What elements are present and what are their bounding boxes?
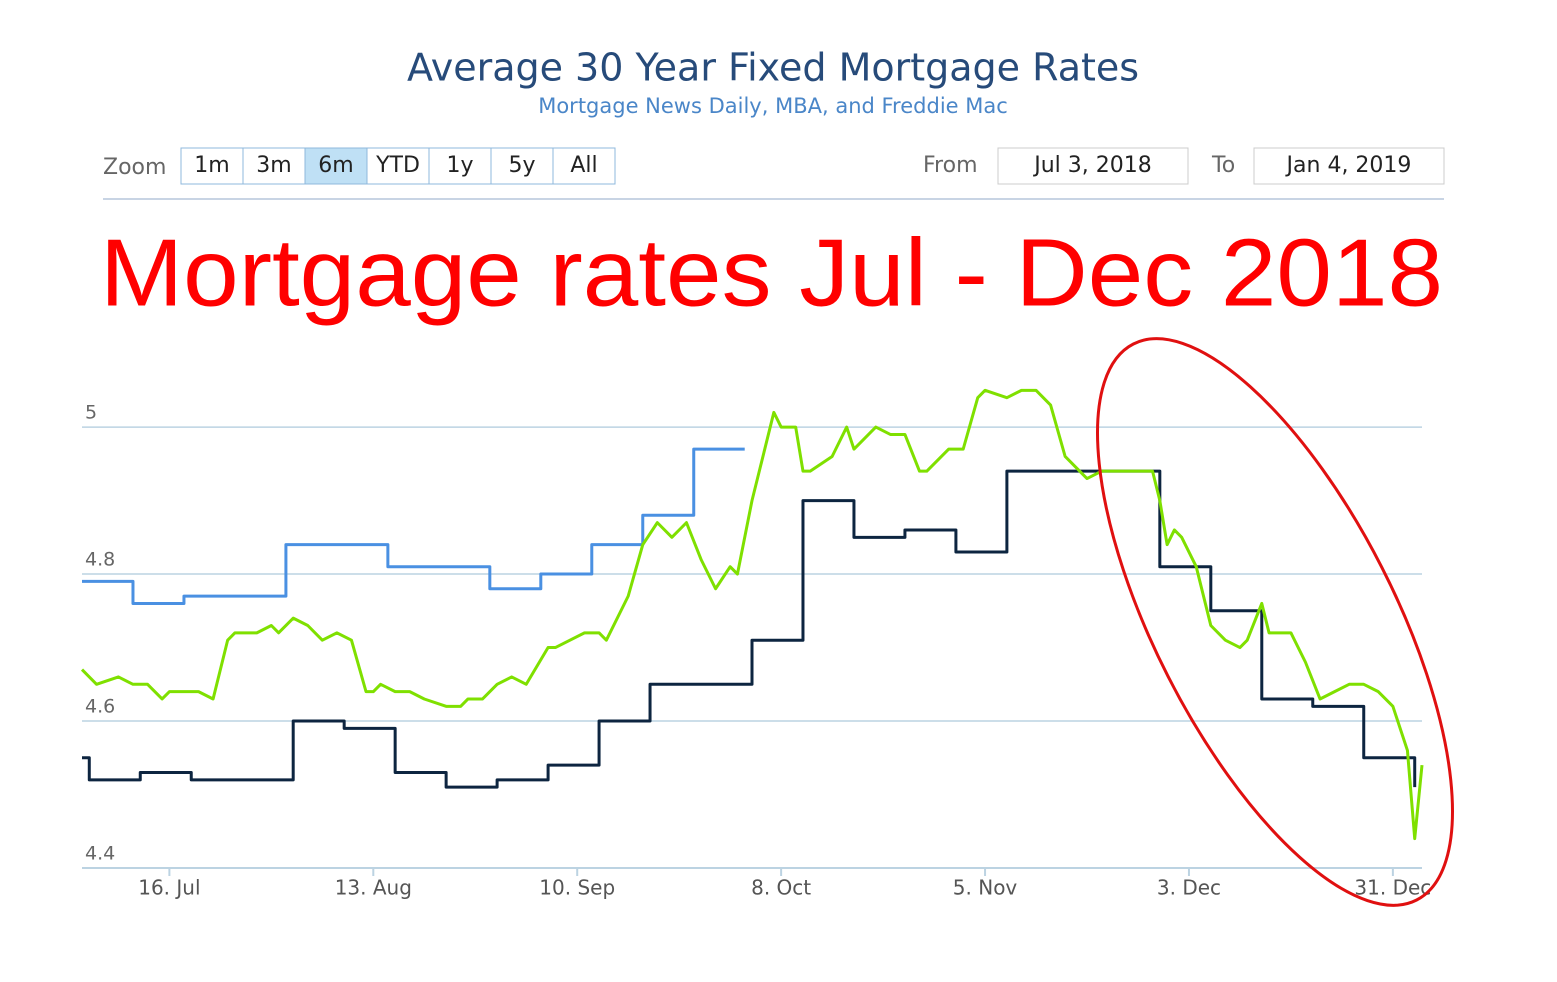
zoom-button[interactable]	[552, 147, 616, 185]
x-tick-label: 13. Aug	[335, 876, 412, 900]
zoom-button-label: YTD	[375, 153, 420, 178]
x-tick-label: 31. Dec	[1354, 876, 1431, 900]
y-tick-label: 5	[85, 402, 97, 424]
from-label: From	[923, 153, 978, 178]
x-tick-label: 3. Dec	[1157, 876, 1221, 900]
series-line	[82, 469, 1417, 789]
zoom-button-label: All	[570, 153, 597, 178]
series-line	[82, 447, 745, 605]
zoom-label: Zoom	[103, 155, 166, 180]
zoom-button[interactable]	[180, 147, 244, 185]
x-tick-label: 16. Jul	[138, 876, 200, 900]
plot: 4.4 4.6 4.8 5 16. Jul 13. Aug 10. Sep 8. Oct 5. …	[80, 388, 1431, 900]
x-tick-label: 10. Sep	[539, 876, 615, 900]
highlight-ellipse	[1096, 337, 1454, 907]
to-date: Jan 4, 2019	[1285, 153, 1412, 178]
series-line	[80, 388, 1424, 841]
y-tick-label: 4.4	[85, 843, 115, 865]
to-label: To	[1211, 153, 1235, 178]
zoom-button[interactable]	[490, 147, 554, 185]
x-tick-label: 8. Oct	[751, 876, 811, 900]
annotation: Mortgage rates Jul - Dec 2018	[100, 219, 1443, 326]
zoom-button-label: 1y	[446, 153, 473, 178]
from-input[interactable]	[997, 147, 1189, 185]
zoom-button[interactable]	[366, 147, 430, 185]
chart-subtitle: Mortgage News Daily, MBA, and Freddie Ma…	[538, 94, 1008, 118]
zoom-button[interactable]	[428, 147, 492, 185]
y-tick-label: 4.8	[85, 549, 115, 571]
zoom-button-label: 6m	[318, 153, 353, 178]
to-input[interactable]	[1253, 147, 1445, 185]
x-tick-label: 5. Nov	[953, 876, 1018, 900]
zoom-button-label: 3m	[256, 153, 291, 178]
zoom-button-label: 5y	[508, 153, 535, 178]
zoom-button-label: 1m	[194, 153, 229, 178]
from-date: Jul 3, 2018	[1032, 153, 1152, 178]
chart-title: Average 30 Year Fixed Mortgage Rates	[407, 46, 1139, 90]
y-tick-label: 4.6	[85, 696, 115, 718]
